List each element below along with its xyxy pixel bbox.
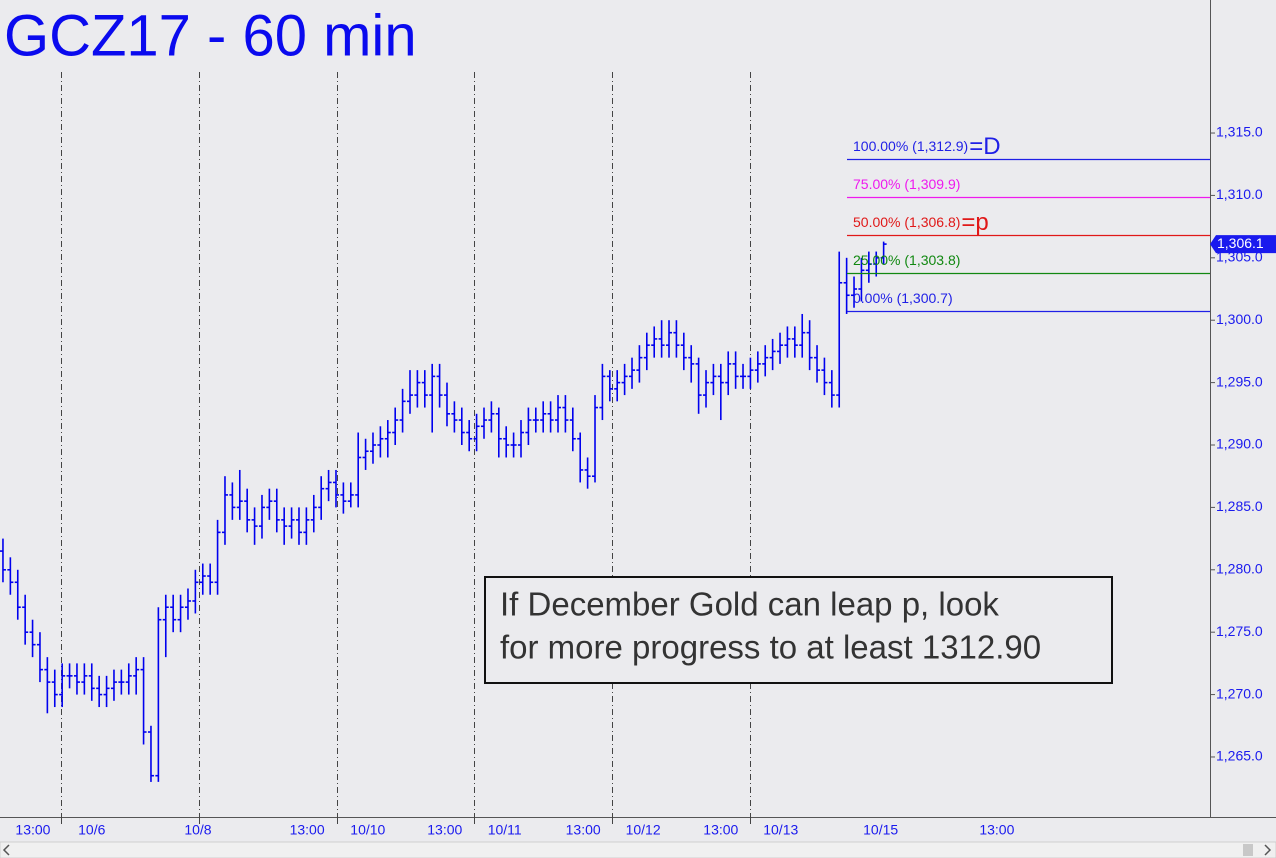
chart-title: GCZ17 - 60 min: [4, 3, 417, 68]
scroll-thumb[interactable]: [1243, 844, 1253, 856]
annotation-box: [484, 576, 1113, 684]
level-label: 25.00% (1,303.8): [853, 252, 960, 268]
scroll-right[interactable]: [1264, 844, 1272, 856]
x-tick-label: 10/11: [488, 822, 522, 838]
y-tick-label: 1,275.0: [1216, 623, 1263, 639]
level-label: 50.00% (1,306.8): [853, 214, 960, 230]
level-label: 100.00% (1,312.9): [853, 138, 968, 154]
x-tick-label: 10/8: [184, 822, 211, 838]
x-tick-label: 13:00: [290, 822, 325, 838]
x-tick-label: 10/15: [863, 822, 898, 838]
y-tick-label: 1,290.0: [1216, 436, 1263, 452]
y-tick-label: 1,285.0: [1216, 498, 1263, 514]
y-tick-label: 1,315.0: [1216, 124, 1263, 140]
x-tick-label: 13:00: [703, 822, 738, 838]
x-tick-label: 13:00: [566, 822, 601, 838]
y-tick-label: 1,280.0: [1216, 560, 1263, 576]
level-label: 75.00% (1,309.9): [853, 176, 960, 192]
x-tick-label: 10/6: [78, 822, 105, 838]
annotation-line: for more progress to at least 1312.90: [500, 629, 1041, 666]
x-tick-label: 10/12: [626, 822, 661, 838]
plot: 1,265.0 1,270.0 1,275.0 1,280.0 1,285.0 1,290…: [0, 72, 1276, 838]
y-tick-label: 1,270.0: [1216, 685, 1263, 701]
annotation-line: If December Gold can leap p, look: [500, 586, 999, 623]
scrollbar[interactable]: [0, 841, 1276, 858]
scroll-left[interactable]: [2, 844, 10, 856]
y-tick-label: 1,310.0: [1216, 186, 1263, 202]
x-tick-label: 13:00: [15, 822, 50, 838]
level-label: 0.00% (1,300.7): [853, 290, 953, 306]
level-tag: =D: [969, 133, 1000, 160]
y-tick-label: 1,265.0: [1216, 748, 1263, 764]
x-tick-label: 13:00: [979, 822, 1014, 838]
x-tick-label: 13:00: [427, 822, 462, 838]
y-tick-label: 1,300.0: [1216, 311, 1263, 327]
x-tick-label: 10/10: [350, 822, 385, 838]
last-price-label: 1,306.1: [1217, 235, 1264, 251]
level-tag: =p: [961, 209, 988, 236]
last-price-marker: [1210, 235, 1276, 254]
x-tick-label: 10/13: [763, 822, 798, 838]
y-tick-label: 1,295.0: [1216, 373, 1263, 389]
